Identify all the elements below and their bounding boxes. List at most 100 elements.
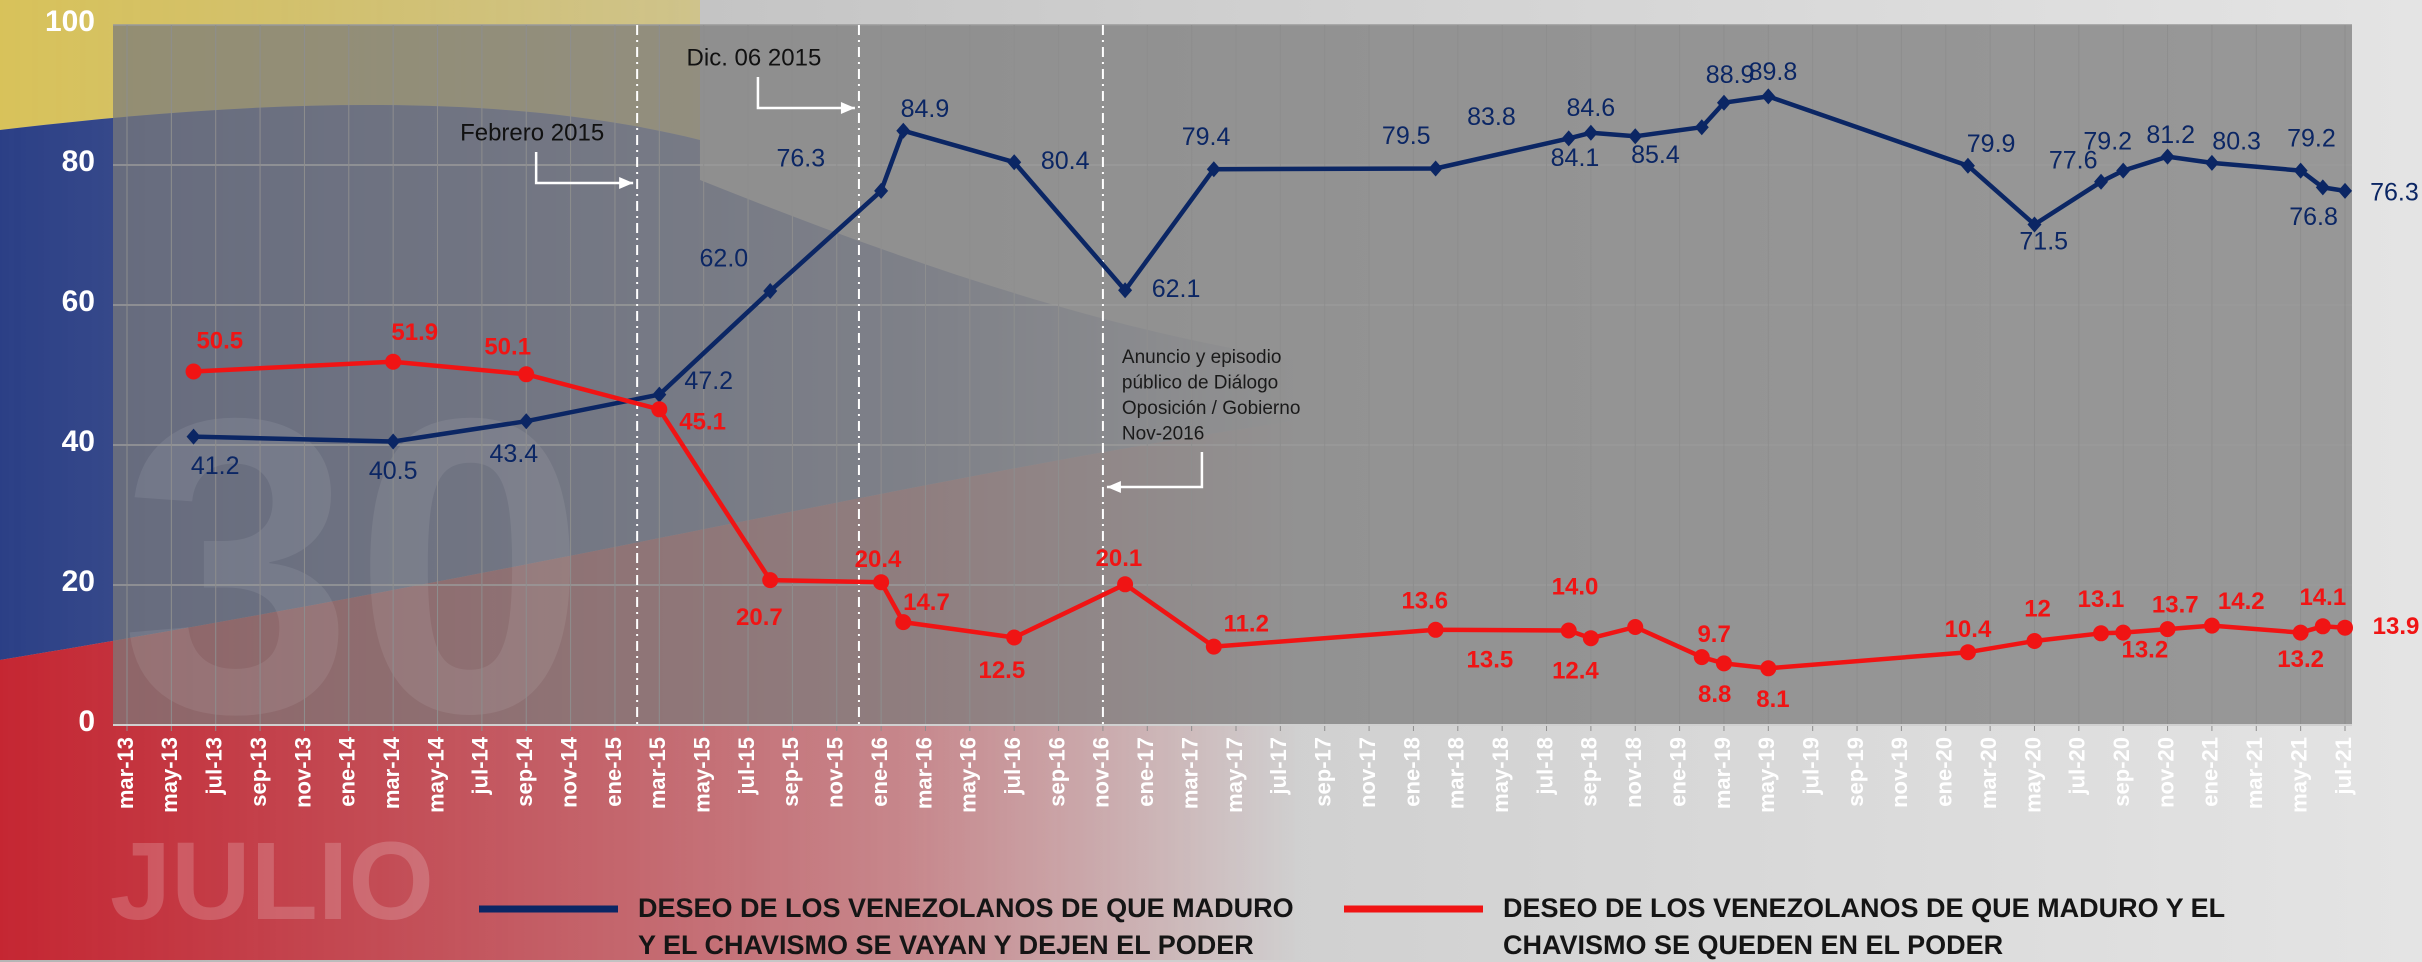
data-label: 12.5	[978, 657, 1025, 684]
data-point	[519, 413, 534, 430]
x-tick-label: nov-16	[1089, 737, 1114, 808]
x-tick-label: ene-15	[601, 737, 626, 807]
data-point	[1206, 161, 1221, 178]
data-label: 8.8	[1698, 681, 1731, 708]
x-tick-label: may-18	[1488, 737, 1513, 813]
data-label: 20.1	[1096, 545, 1143, 572]
x-tick-label: jul-21	[2331, 737, 2356, 795]
arrow-head	[619, 177, 634, 189]
x-tick-label: ene-17	[1133, 737, 1158, 807]
x-tick-label: ene-19	[1665, 737, 1690, 807]
x-tick-label: jul-13	[202, 737, 227, 795]
data-point	[652, 386, 667, 403]
x-tick-label: mar-17	[1177, 737, 1202, 809]
x-tick-label: ene-20	[1932, 737, 1957, 807]
x-tick-label: nov-13	[290, 737, 315, 808]
data-label: 13.7	[2152, 591, 2199, 618]
data-point	[1715, 655, 1732, 672]
x-tick-label: mar-19	[1710, 737, 1735, 809]
data-label: 80.4	[1041, 147, 1090, 175]
data-label: 20.7	[736, 604, 783, 631]
x-tick-label: nov-20	[2153, 737, 2178, 808]
data-label: 62.1	[1152, 275, 1201, 303]
data-label: 79.5	[1382, 122, 1431, 150]
data-point	[2203, 617, 2220, 634]
data-point	[762, 572, 779, 589]
data-label: 12.4	[1552, 658, 1599, 685]
data-point	[1628, 128, 1643, 145]
data-label: 13.2	[2277, 646, 2324, 673]
data-point	[1428, 160, 1443, 177]
data-label: 83.8	[1467, 103, 1516, 131]
data-point	[2115, 624, 2132, 641]
data-point	[1694, 119, 1709, 136]
data-point	[518, 366, 535, 383]
annotation-arrow	[1106, 452, 1204, 489]
legend-label: DESEO DE LOS VENEZOLANOS DE QUE MADURO Y…	[1503, 893, 2225, 960]
x-tick-label: jul-16	[1000, 737, 1025, 795]
annotation-text: Anuncio y episodio	[1122, 347, 1282, 368]
x-tick-label: mar-21	[2242, 737, 2267, 809]
data-label: 12	[2024, 595, 2051, 622]
y-tick-label: 0	[78, 705, 95, 738]
data-label: 9.7	[1697, 621, 1730, 648]
data-label: 85.4	[1631, 141, 1680, 169]
data-label: 13.6	[1401, 587, 1448, 614]
data-point	[1716, 94, 1731, 111]
data-point	[651, 401, 668, 418]
data-point	[186, 428, 201, 445]
x-tick-label: nov-18	[1621, 737, 1646, 808]
data-point	[385, 353, 402, 370]
data-label: 51.9	[391, 319, 438, 346]
data-label: 14.7	[903, 589, 950, 616]
x-tick-label: sep-18	[1577, 737, 1602, 807]
data-point	[1561, 130, 1576, 147]
data-point	[896, 122, 911, 139]
data-point	[1560, 622, 1577, 639]
x-tick-label: mar-18	[1444, 737, 1469, 809]
data-label: 40.5	[369, 457, 418, 485]
x-tick-label: jul-19	[1798, 737, 1823, 795]
x-tick-label: ene-16	[867, 737, 892, 807]
data-point	[2159, 621, 2176, 638]
data-label: 50.1	[484, 333, 531, 360]
data-label: 13.5	[1467, 647, 1514, 674]
x-tick-label: may-16	[956, 737, 981, 813]
x-tick-label: sep-15	[778, 737, 803, 807]
y-tick-label: 40	[62, 425, 95, 458]
x-tick-label: sep-19	[1843, 737, 1868, 807]
data-label: 79.2	[2287, 124, 2336, 152]
data-point	[2094, 173, 2109, 190]
annotation-arrow	[756, 77, 855, 110]
x-tick-label: nov-17	[1355, 737, 1380, 808]
y-tick-label: 80	[62, 145, 95, 178]
data-label: 84.1	[1551, 144, 1600, 172]
x-tick-label: jul-18	[1532, 737, 1557, 795]
data-label: 89.8	[1749, 58, 1798, 86]
y-tick-label: 100	[45, 5, 95, 38]
x-tick-label: nov-14	[556, 736, 581, 808]
data-label: 13.9	[2373, 613, 2420, 640]
x-tick-label: may-17	[1222, 737, 1247, 813]
data-label: 76.3	[2370, 179, 2419, 207]
x-tick-label: jul-20	[2065, 737, 2090, 795]
data-point	[2292, 624, 2309, 641]
annotation-text: Dic. 06 2015	[687, 44, 822, 71]
data-label: 71.5	[2019, 228, 2068, 256]
data-label: 77.6	[2049, 146, 2098, 174]
data-point	[185, 363, 202, 380]
data-point	[1205, 638, 1222, 655]
data-point	[2204, 154, 2219, 171]
data-point	[1760, 660, 1777, 677]
data-point	[1627, 619, 1644, 635]
x-tick-label: nov-19	[1887, 737, 1912, 808]
background-text: JULIO	[110, 820, 434, 943]
data-point	[2116, 162, 2131, 179]
data-label: 10.4	[1945, 616, 1992, 643]
data-point	[874, 182, 889, 199]
data-label: 47.2	[684, 367, 733, 395]
data-label: 14.1	[2299, 584, 2346, 611]
